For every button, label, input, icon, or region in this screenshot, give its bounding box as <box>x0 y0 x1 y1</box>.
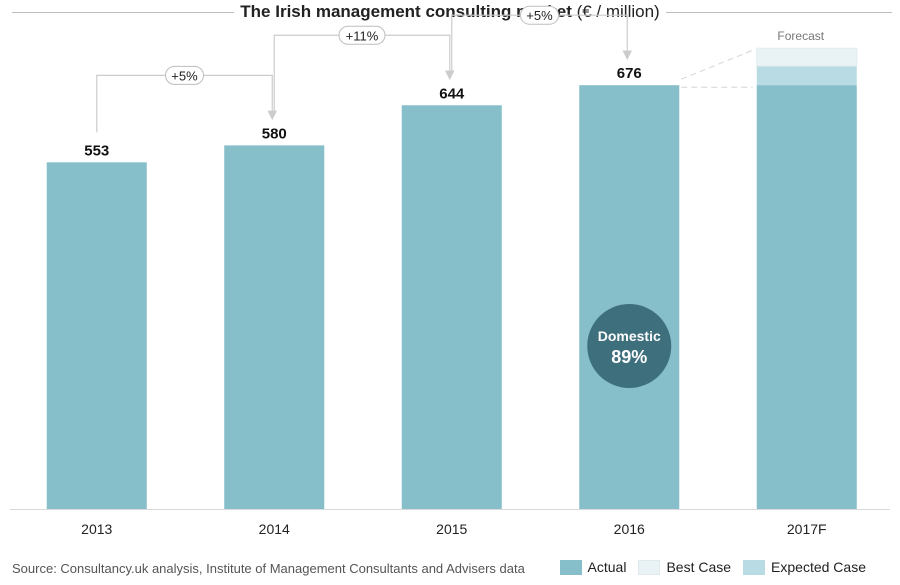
bar-actual-2013 <box>46 162 147 510</box>
growth-label-2013-2014: +5% <box>171 68 198 83</box>
legend-label-best-case: Best Case <box>666 559 732 575</box>
domestic-share-label: Domestic <box>598 328 661 344</box>
title-rule-right <box>666 12 892 13</box>
legend-swatch-best-case <box>638 559 661 575</box>
growth-label-2014-2015: +11% <box>346 28 379 43</box>
legend-label-actual: Actual <box>587 559 627 575</box>
legend-swatch-actual <box>559 559 582 575</box>
labels-layer: 553 2013 580 2014 644 2015 676 2016 2017F +5% +11%… <box>81 8 826 537</box>
forecast-dash-upper <box>681 49 753 80</box>
chart-title-bar: The Irish management consulting market (… <box>0 0 900 26</box>
value-label-2015: 644 <box>439 85 465 102</box>
growth-arrow-2014-2015 <box>273 34 455 116</box>
bar-expected-case-2017f <box>756 66 857 86</box>
legend-item-actual: Actual <box>559 559 627 575</box>
x-tick-label-2013: 2013 <box>81 521 112 537</box>
source-note: Source: Consultancy.uk analysis, Institu… <box>12 561 525 576</box>
growth-pill-2015-2016 <box>520 5 559 25</box>
bar-best-case-2017f <box>756 47 858 67</box>
growth-pill-2014-2015 <box>338 25 386 45</box>
chart-title: The Irish management consulting market (… <box>0 1 900 23</box>
x-tick-label-2015: 2015 <box>436 521 467 537</box>
chart-title-main: The Irish management consulting market <box>240 2 572 21</box>
x-tick-label-2017f: 2017F <box>787 521 827 537</box>
growth-pill-2013-2014 <box>165 65 204 85</box>
growth-label-2015-2016: +5% <box>526 8 553 23</box>
value-label-2013: 553 <box>84 142 109 159</box>
forecast-label: Forecast <box>777 29 824 43</box>
bars-layer <box>10 47 890 510</box>
legend-swatch-expected-case <box>743 559 766 575</box>
bar-actual-2017f <box>756 85 857 509</box>
title-rule-left <box>12 12 234 13</box>
bar-actual-2014 <box>224 145 325 509</box>
legend-label-expected-case: Expected Case <box>771 559 866 575</box>
chart-title-unit: (€ / million) <box>571 2 660 21</box>
value-label-2016: 676 <box>617 65 642 82</box>
x-tick-label-2014: 2014 <box>259 521 290 537</box>
legend-item-best-case: Best Case <box>638 559 731 575</box>
x-tick-label-2016: 2016 <box>614 521 645 537</box>
value-label-2014: 580 <box>262 125 287 142</box>
legend: Actual Best Case Expected Case <box>548 559 866 575</box>
domestic-share-value: 89% <box>611 347 647 367</box>
annotations-layer <box>96 5 753 388</box>
bar-actual-2015 <box>401 105 502 509</box>
bar-actual-2016 <box>579 85 680 509</box>
domestic-share-bubble <box>587 304 672 388</box>
legend-item-expected-case: Expected Case <box>743 559 866 575</box>
